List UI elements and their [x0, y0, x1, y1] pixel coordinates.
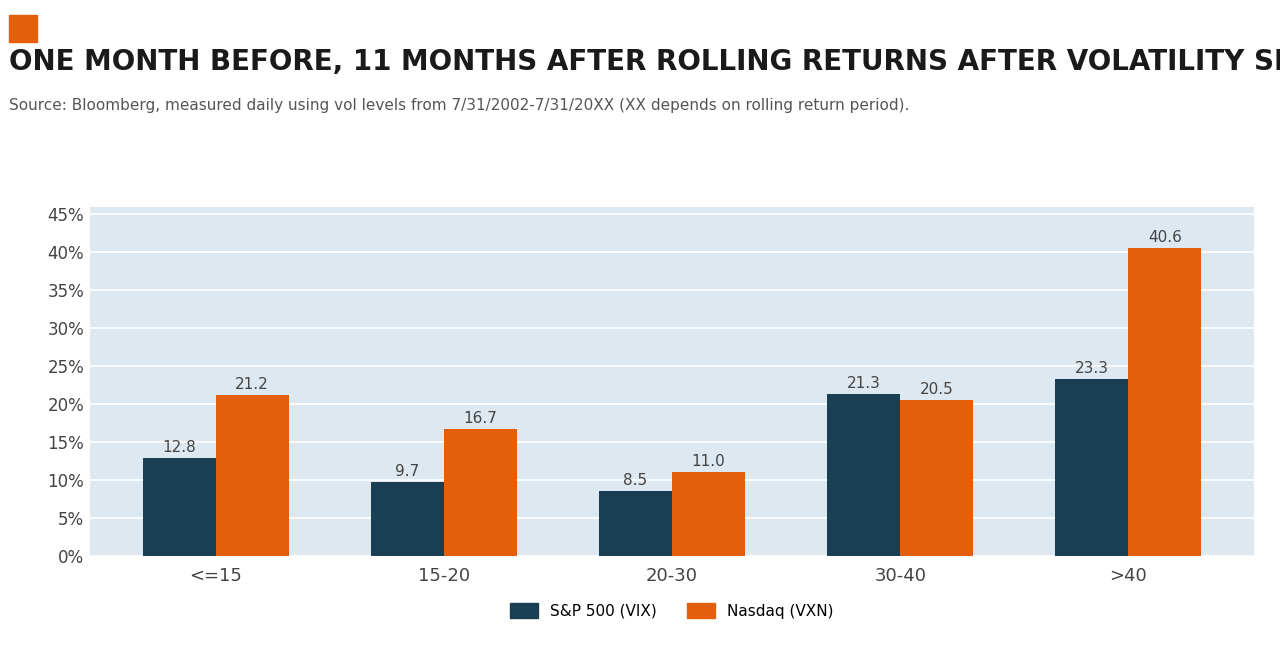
Bar: [444, 429, 517, 556]
Text: 8.5: 8.5: [623, 473, 648, 488]
Bar: [1056, 379, 1129, 556]
Text: 11.0: 11.0: [691, 454, 726, 469]
Bar: [371, 482, 444, 556]
Text: 23.3: 23.3: [1075, 361, 1108, 376]
Text: ONE MONTH BEFORE, 11 MONTHS AFTER ROLLING RETURNS AFTER VOLATILITY SPIKE: ONE MONTH BEFORE, 11 MONTHS AFTER ROLLIN…: [9, 48, 1280, 76]
Bar: [599, 491, 672, 556]
Bar: [827, 394, 900, 556]
Bar: [1129, 247, 1202, 556]
Bar: [142, 459, 215, 556]
Bar: [672, 472, 745, 556]
Text: 21.2: 21.2: [236, 377, 269, 391]
Text: 16.7: 16.7: [463, 411, 497, 426]
Text: 40.6: 40.6: [1148, 229, 1181, 245]
Text: 21.3: 21.3: [847, 376, 881, 391]
Text: 9.7: 9.7: [396, 464, 420, 479]
Text: Source: Bloomberg, measured daily using vol levels from 7/31/2002-7/31/20XX (XX : Source: Bloomberg, measured daily using …: [9, 98, 909, 113]
Legend: S&P 500 (VIX), Nasdaq (VXN): S&P 500 (VIX), Nasdaq (VXN): [504, 596, 840, 625]
Bar: [900, 400, 973, 556]
Bar: [215, 395, 288, 556]
Text: 12.8: 12.8: [163, 441, 196, 455]
Text: 20.5: 20.5: [920, 382, 954, 397]
